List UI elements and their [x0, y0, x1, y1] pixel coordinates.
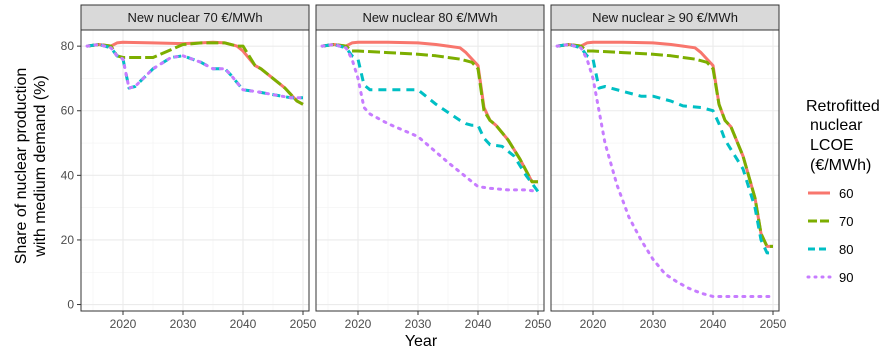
- gridlines: [551, 30, 779, 311]
- panel-border: [315, 29, 545, 312]
- series-line-80: [556, 43, 773, 255]
- panel-strip: [80, 4, 310, 31]
- panel-strip: [315, 4, 545, 31]
- panel-title: New nuclear 70 €/MWh: [127, 10, 262, 25]
- legend-item-70: 70: [808, 214, 853, 229]
- y-axis-title-line-1: Share of nuclear production: [13, 68, 30, 265]
- legend-item-60: 60: [808, 186, 853, 201]
- x-tick-label: 2050: [760, 317, 787, 331]
- panel-background: [551, 30, 779, 311]
- x-tick-label: 2020: [110, 317, 137, 331]
- legend-label: 60: [839, 186, 853, 201]
- y-tick-label: 20: [61, 233, 75, 247]
- panel-background: [81, 30, 309, 311]
- legend-label: 90: [839, 270, 853, 285]
- x-axis: 2020 2030 2040 2050: [580, 311, 787, 331]
- legend-item-90: 90: [806, 270, 853, 285]
- x-tick-label: 2040: [700, 317, 727, 331]
- panel-2: New nuclear 80 €/MWh 2020 2030 2040 2050: [315, 4, 552, 331]
- legend-label: 80: [839, 242, 853, 257]
- x-tick-label: 2030: [640, 317, 667, 331]
- legend-title-line-4: (€/MWh): [810, 157, 871, 174]
- series-line-70: [556, 43, 773, 248]
- y-tick-label: 60: [61, 104, 75, 118]
- y-axis-title-line-2: with medium demand (%): [32, 75, 49, 257]
- series-line-90: [320, 43, 540, 193]
- x-tick-label: 2020: [580, 317, 607, 331]
- x-axis-title: Year: [405, 333, 438, 350]
- x-tick-label: 2040: [465, 317, 492, 331]
- series-group: [555, 40, 775, 298]
- x-tick-label: 2050: [525, 317, 552, 331]
- series-line-60: [321, 40, 538, 184]
- series-line-90: [555, 43, 775, 298]
- panel-border: [80, 29, 310, 312]
- y-axis-title: Share of nuclear production with medium …: [13, 68, 49, 265]
- gridlines: [81, 30, 309, 311]
- panel-background: [316, 30, 544, 311]
- x-tick-label: 2020: [345, 317, 372, 331]
- panel-title: New nuclear ≥ 90 €/MWh: [592, 10, 738, 25]
- y-tick-label: 0: [67, 298, 74, 312]
- legend-items: 60 70 80 90: [806, 186, 853, 285]
- panel-strip: [550, 4, 780, 31]
- legend-label: 70: [839, 214, 853, 229]
- panel-3: New nuclear ≥ 90 €/MWh 2020 2030 2040 2050: [550, 4, 787, 331]
- series-line-60: [556, 40, 773, 248]
- series-group: [85, 40, 305, 106]
- legend-title-line-1: Retrofitted: [806, 98, 880, 115]
- y-axis: 0 20 40 60 80: [61, 39, 81, 312]
- series-line-70: [321, 43, 538, 184]
- y-tick-label: 80: [61, 39, 75, 53]
- legend-title-line-3: LCOE: [810, 137, 854, 154]
- series-line-90: [85, 43, 305, 100]
- legend-title-line-2: nuclear: [810, 117, 863, 134]
- x-axis: 2020 2030 2040 2050: [345, 311, 552, 331]
- series-group: [320, 40, 540, 193]
- panel-border: [550, 29, 780, 312]
- legend: Retrofitted nuclear LCOE (€/MWh) 60 70 80 9…: [806, 98, 880, 285]
- x-axis: 2020 2030 2040 2050: [110, 311, 317, 331]
- legend-item-80: 80: [808, 242, 853, 257]
- x-tick-label: 2040: [230, 317, 257, 331]
- x-tick-label: 2030: [405, 317, 432, 331]
- x-tick-label: 2030: [170, 317, 197, 331]
- panel-title: New nuclear 80 €/MWh: [362, 10, 497, 25]
- y-tick-label: 40: [61, 168, 75, 182]
- x-tick-label: 2050: [290, 317, 317, 331]
